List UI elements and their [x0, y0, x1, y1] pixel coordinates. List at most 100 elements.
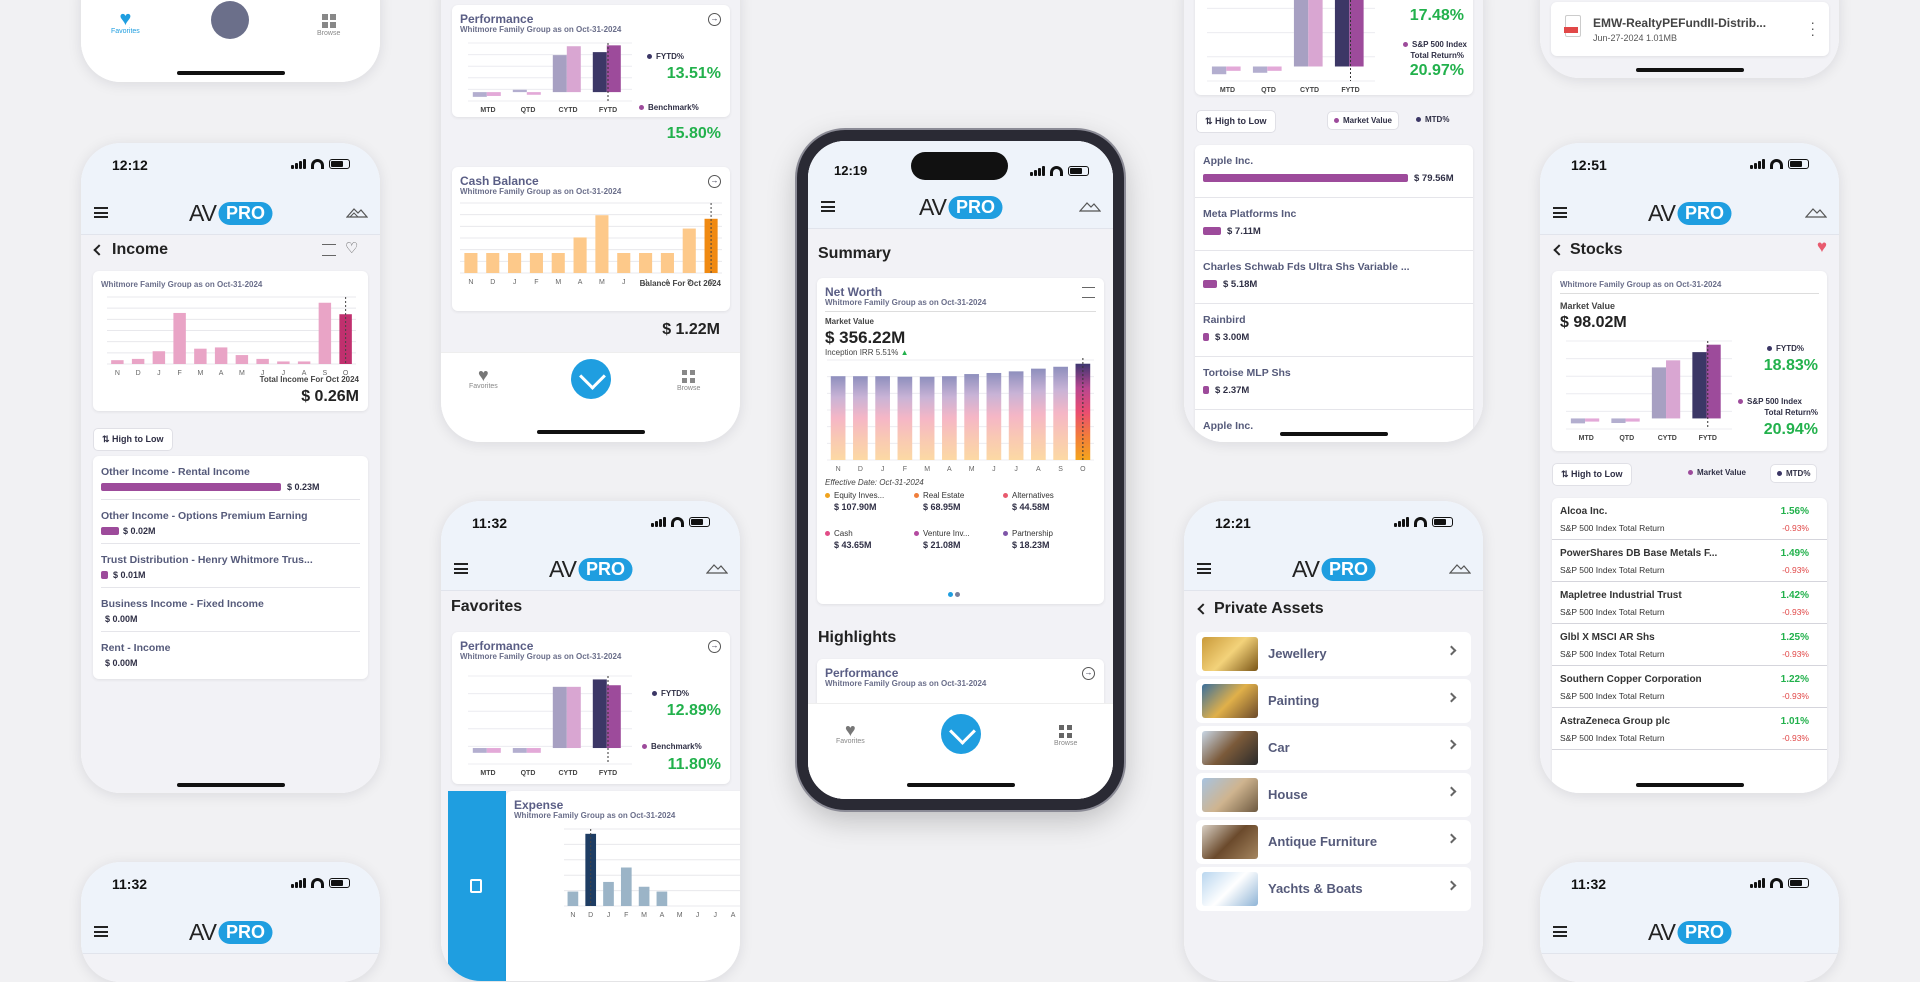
- x-tick-label: O: [343, 370, 349, 377]
- list-item[interactable]: Rent - Income $ 0.00M: [101, 642, 171, 668]
- bar: [1226, 66, 1241, 71]
- page-dots[interactable]: [947, 586, 961, 604]
- legend-mtd[interactable]: MTD%: [1416, 115, 1449, 124]
- holding-name: Meta Platforms Inc: [1203, 208, 1297, 220]
- menu-icon[interactable]: [1553, 926, 1567, 937]
- menu-icon[interactable]: [1197, 563, 1211, 574]
- browse-tab[interactable]: Browse: [677, 370, 700, 392]
- browse-tab[interactable]: Browse: [317, 14, 340, 37]
- list-item[interactable]: Glbl X MSCI AR Shs 1.25% S&P 500 Index T…: [1552, 624, 1827, 666]
- arrow-circle-icon[interactable]: →: [1082, 667, 1095, 680]
- favorites-tab[interactable]: ♥ Favorites: [111, 8, 140, 35]
- mountain-icon[interactable]: [346, 205, 368, 219]
- heart-filled-icon[interactable]: ♥: [1816, 237, 1827, 256]
- app-logo-icon[interactable]: [570, 359, 611, 399]
- list-item[interactable]: Mapletree Industrial Trust 1.42% S&P 500…: [1552, 582, 1827, 624]
- back-icon[interactable]: [1553, 244, 1565, 256]
- stock-name: Southern Copper Corporation: [1560, 674, 1702, 685]
- asset-item[interactable]: Alternatives $ 44.58M: [1003, 491, 1091, 512]
- favorites-tab[interactable]: ♥ Favorites: [469, 365, 498, 390]
- legend-mtd[interactable]: MTD%: [1770, 464, 1818, 483]
- page-title: Favorites: [451, 598, 523, 615]
- heart-outline-icon[interactable]: ♡: [345, 240, 359, 257]
- signal-icon: [1394, 517, 1409, 527]
- grid-icon: [1059, 725, 1073, 738]
- back-icon[interactable]: [93, 244, 105, 256]
- av-pro-logo: AV PRO: [1292, 556, 1375, 583]
- list-item[interactable]: Business Income - Fixed Income $ 0.00M: [101, 598, 264, 624]
- menu-icon[interactable]: [1553, 207, 1567, 218]
- value-bar: [1203, 227, 1221, 235]
- browse-tab[interactable]: Browse: [1054, 725, 1077, 747]
- menu-icon[interactable]: [821, 201, 835, 212]
- phone-holdings: MTD QTD CYTD FYTD 17.48% S&P 500 Index Tota…: [1184, 0, 1483, 442]
- x-tick-label: J: [622, 279, 626, 286]
- list-item[interactable]: Charles Schwab Fds Ultra Shs Variable ..…: [1195, 251, 1473, 304]
- cash-balance-card[interactable]: Cash Balance Whitmore Family Group as on…: [452, 167, 730, 311]
- performance-card[interactable]: Performance Whitmore Family Group as on …: [452, 5, 730, 117]
- bar: [1031, 368, 1046, 460]
- x-tick-label: N: [570, 912, 575, 919]
- back-icon[interactable]: [1197, 603, 1209, 615]
- filter-icon[interactable]: [1082, 287, 1095, 298]
- x-tick-label: A: [731, 912, 736, 919]
- page-title: Private Assets: [1214, 600, 1324, 617]
- menu-icon[interactable]: [94, 207, 108, 218]
- list-item[interactable]: Rainbird $ 3.00M: [1195, 304, 1473, 357]
- list-item[interactable]: Apple Inc. $ 79.56M: [1195, 145, 1473, 198]
- bar: [566, 686, 581, 749]
- legend-market-value[interactable]: Market Value: [1688, 468, 1746, 477]
- performance-card[interactable]: Performance Whitmore Family Group as on …: [452, 632, 730, 784]
- arrow-circle-icon[interactable]: →: [708, 640, 721, 653]
- more-vertical-icon[interactable]: · · ·: [1810, 14, 1815, 42]
- legend-market-value[interactable]: Market Value: [1327, 111, 1399, 130]
- app-logo-icon[interactable]: [211, 1, 249, 39]
- bar: [1053, 366, 1068, 460]
- list-item[interactable]: Other Income - Rental Income $ 0.23M: [101, 466, 320, 492]
- asset-item[interactable]: Partnership $ 18.23M: [1003, 529, 1091, 550]
- expense-card[interactable]: Expense Whitmore Family Group as on Oct-…: [506, 791, 740, 981]
- asset-category-item[interactable]: House: [1196, 773, 1471, 817]
- app-logo-icon[interactable]: [940, 714, 981, 754]
- mountain-icon[interactable]: [1805, 205, 1827, 219]
- filter-icon[interactable]: [322, 244, 336, 256]
- mountain-icon[interactable]: [706, 561, 728, 575]
- sort-button[interactable]: ⇅ High to Low: [93, 428, 173, 451]
- stock-return: 1.49%: [1780, 548, 1809, 559]
- asset-item[interactable]: Equity Inves... $ 107.90M: [825, 491, 913, 512]
- mountain-icon[interactable]: [1079, 199, 1101, 213]
- arrow-circle-icon[interactable]: →: [708, 13, 721, 26]
- list-item[interactable]: AstraZeneca Group plc 1.01% S&P 500 Inde…: [1552, 708, 1827, 750]
- asset-item[interactable]: Cash $ 43.65M: [825, 529, 913, 550]
- asset-item[interactable]: Real Estate $ 68.95M: [914, 491, 1002, 512]
- list-item[interactable]: Alcoa Inc. 1.56% S&P 500 Index Total Ret…: [1552, 498, 1827, 540]
- list-item[interactable]: Tortoise MLP Shs $ 2.37M: [1195, 357, 1473, 410]
- list-item[interactable]: Other Income - Options Premium Earning $…: [101, 510, 308, 536]
- favorites-tab[interactable]: ♥ Favorites: [836, 720, 865, 745]
- mountain-icon[interactable]: [1449, 561, 1471, 575]
- sort-button[interactable]: ⇅ High to Low: [1552, 463, 1632, 486]
- list-item[interactable]: PowerShares DB Base Metals F... 1.49% S&…: [1552, 540, 1827, 582]
- performance-chart-card[interactable]: MTD QTD CYTD FYTD 17.48% S&P 500 Index Tota…: [1195, 0, 1473, 95]
- document-item[interactable]: EMW-RealtyPEFundII-Distrib... Jun-27-202…: [1551, 2, 1829, 56]
- list-item[interactable]: Southern Copper Corporation 1.22% S&P 50…: [1552, 666, 1827, 708]
- asset-category-item[interactable]: Car: [1196, 726, 1471, 770]
- swipe-action[interactable]: [448, 791, 506, 981]
- asset-item[interactable]: Venture Inv... $ 21.08M: [914, 529, 1002, 550]
- asset-category-item[interactable]: Painting: [1196, 679, 1471, 723]
- menu-icon[interactable]: [454, 563, 468, 574]
- bar: [592, 679, 607, 749]
- chevron-right-icon: [1446, 833, 1457, 844]
- list-item[interactable]: Meta Platforms Inc $ 7.11M: [1195, 198, 1473, 251]
- menu-icon[interactable]: [94, 926, 108, 937]
- arrow-circle-icon[interactable]: →: [708, 175, 721, 188]
- stock-return: 1.22%: [1780, 674, 1809, 685]
- asset-category-item[interactable]: Yachts & Boats: [1196, 867, 1471, 911]
- asset-category-item[interactable]: Jewellery: [1196, 632, 1471, 676]
- sort-button[interactable]: ⇅ High to Low: [1196, 110, 1276, 133]
- asset-category-item[interactable]: Antique Furniture: [1196, 820, 1471, 864]
- list-item[interactable]: Trust Distribution - Henry Whitmore Trus…: [101, 554, 313, 580]
- value-bar: [1203, 386, 1209, 394]
- net-worth-card[interactable]: Net Worth Whitmore Family Group as on Oc…: [817, 278, 1104, 604]
- list-item[interactable]: Apple Inc.: [1195, 410, 1473, 442]
